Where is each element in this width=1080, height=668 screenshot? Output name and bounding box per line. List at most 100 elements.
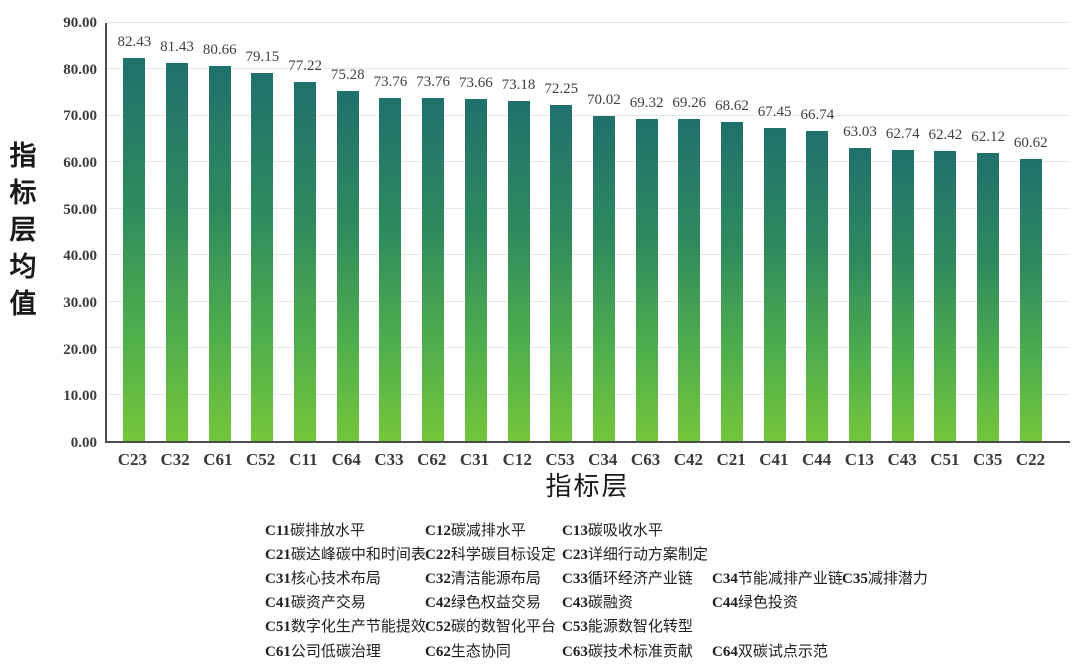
legend-item-C41: C41碳资产交易 <box>265 591 425 612</box>
x-tick-label: C51 <box>930 450 960 469</box>
legend-label: 生态协同 <box>450 643 511 660</box>
legend-code: C61 <box>265 643 291 660</box>
legend-item-C43: C43碳融资 <box>562 591 712 612</box>
legend-item-C62: C62生态协同 <box>425 640 562 661</box>
x-tick-label: C13 <box>844 450 875 469</box>
legend-code: C13 <box>562 522 588 539</box>
legend-code: C62 <box>425 643 451 660</box>
legend-item-C34: C34节能减排产业链 <box>712 567 843 588</box>
bar-C52 <box>251 73 274 441</box>
legend-code: C42 <box>425 595 451 612</box>
bar-value-label: 73.66 <box>458 74 493 91</box>
legend-code: C32 <box>425 570 451 587</box>
legend-label: 能源数智化转型 <box>587 619 693 636</box>
y-tick-label: 60.00 <box>63 154 97 171</box>
legend-code: C11 <box>265 522 291 539</box>
legend-code: C52 <box>425 619 451 636</box>
bar-value-label: 66.74 <box>800 107 835 124</box>
bar-value-label: 82.43 <box>117 34 152 51</box>
y-tick-label: 70.00 <box>63 108 97 125</box>
legend-code: C35 <box>842 570 868 587</box>
legend-code: C33 <box>562 570 588 587</box>
legend-label: 碳吸收水平 <box>587 522 663 539</box>
bar-slot: 77.22 <box>284 23 327 441</box>
bar-C62 <box>422 98 445 441</box>
x-tick-label: C33 <box>374 450 404 469</box>
x-axis-tick-labels: C23 C32 C61 C52 C11 C64 C33 C62 C31 C12 C53 C34 C63 C… <box>111 450 1052 470</box>
legend-label: 循环经济产业链 <box>587 570 693 587</box>
legend-item-C63: C63碳技术标准贡献 <box>562 640 712 661</box>
y-tick-label: 90.00 <box>63 15 97 31</box>
bar-C11 <box>294 82 317 441</box>
bar-slot: 73.76 <box>369 23 412 441</box>
bar-C35 <box>977 152 1000 441</box>
legend-item-C64: C64双碳试点示范 <box>712 640 842 661</box>
bar-C63 <box>635 119 658 441</box>
legend-item-C42: C42绿色权益交易 <box>425 591 562 612</box>
legend-label: 数字化生产节能提效 <box>290 619 426 636</box>
x-tick-label: C53 <box>545 450 575 469</box>
gridline <box>107 22 1070 23</box>
legend-code: C12 <box>425 522 451 539</box>
y-axis-tick-labels: 0.00 10.00 20.00 30.00 40.00 50.00 60.00 70.00 8… <box>0 15 97 451</box>
legend-item-C21: C21碳达峰碳中和时间表 <box>265 543 426 564</box>
legend-item-C22: C22科学碳目标设定 <box>425 543 562 564</box>
bars: 82.43 81.43 80.66 79.15 77.22 75.28 73.76 73.76… <box>113 23 1052 441</box>
legend-item-C52: C52碳的数智化平台 <box>425 615 562 636</box>
bar-slot: 82.43 <box>113 23 156 441</box>
legend-label: 科学碳目标设定 <box>450 546 556 563</box>
bar-value-label: 77.22 <box>288 58 322 75</box>
gridline <box>107 254 1070 256</box>
x-tick-label: C23 <box>117 450 148 469</box>
legend-code: C23 <box>562 546 588 563</box>
legend-code: C63 <box>562 643 588 660</box>
bar-value-label: 69.26 <box>672 95 707 112</box>
bar-slot: 68.62 <box>711 23 754 441</box>
x-tick-label: C12 <box>502 450 532 469</box>
bar-slot: 62.74 <box>881 23 924 441</box>
gridline <box>107 300 1070 302</box>
legend-item-C35: C35减排潜力 <box>842 567 1070 588</box>
bar-slot: 62.12 <box>967 23 1010 441</box>
gridline <box>107 393 1070 395</box>
bar-slot: 67.45 <box>753 23 796 441</box>
bar-value-label: 80.66 <box>202 42 237 59</box>
y-tick-label: 80.00 <box>63 61 97 78</box>
x-tick-label: C63 <box>630 450 661 469</box>
y-tick-label: 50.00 <box>63 201 97 218</box>
bar-C53 <box>550 105 573 441</box>
legend-item-C31: C31核心技术布局 <box>265 567 425 588</box>
gridlines <box>107 22 1070 441</box>
x-tick-label: C62 <box>417 450 447 469</box>
bar-value-label: 75.28 <box>330 67 365 84</box>
legend-item-C53: C53能源数智化转型 <box>562 615 712 636</box>
bar-C13 <box>849 148 872 441</box>
y-tick-label: 20.00 <box>63 341 97 358</box>
bar-value-label: 79.15 <box>245 49 280 66</box>
legend-label: 碳融资 <box>587 595 633 612</box>
bar-slot: 62.42 <box>924 23 967 441</box>
x-tick-label: C35 <box>973 450 1003 469</box>
bar-C33 <box>379 98 402 441</box>
legend-label: 核心技术布局 <box>290 570 381 587</box>
bar-slot: 81.43 <box>156 23 199 441</box>
bar-slot: 73.66 <box>455 23 498 441</box>
legend-item-C13: C13碳吸收水平 <box>562 519 712 540</box>
legend-label: 碳达峰碳中和时间表 <box>290 546 426 563</box>
bar-C12 <box>507 101 530 441</box>
bar-value-label: 69.32 <box>629 95 664 112</box>
bar-value-label: 67.45 <box>757 103 792 120</box>
legend-item-C44: C44绿色投资 <box>712 591 842 612</box>
y-tick-label: 40.00 <box>63 248 97 265</box>
legend-label: 碳的数智化平台 <box>450 619 556 636</box>
legend-code: C31 <box>265 570 291 587</box>
legend-label: 减排潜力 <box>867 570 928 587</box>
legend-label: 详细行动方案制定 <box>587 546 708 563</box>
legend-code: C41 <box>265 595 291 612</box>
legend-label: 碳排放水平 <box>290 522 366 539</box>
bar-C42 <box>678 119 701 441</box>
legend-row: C51数字化生产节能提效 C52碳的数智化平台 C53能源数智化转型 <box>265 614 1070 638</box>
x-tick-label: C21 <box>716 450 746 469</box>
x-tick-label: C44 <box>801 450 832 469</box>
